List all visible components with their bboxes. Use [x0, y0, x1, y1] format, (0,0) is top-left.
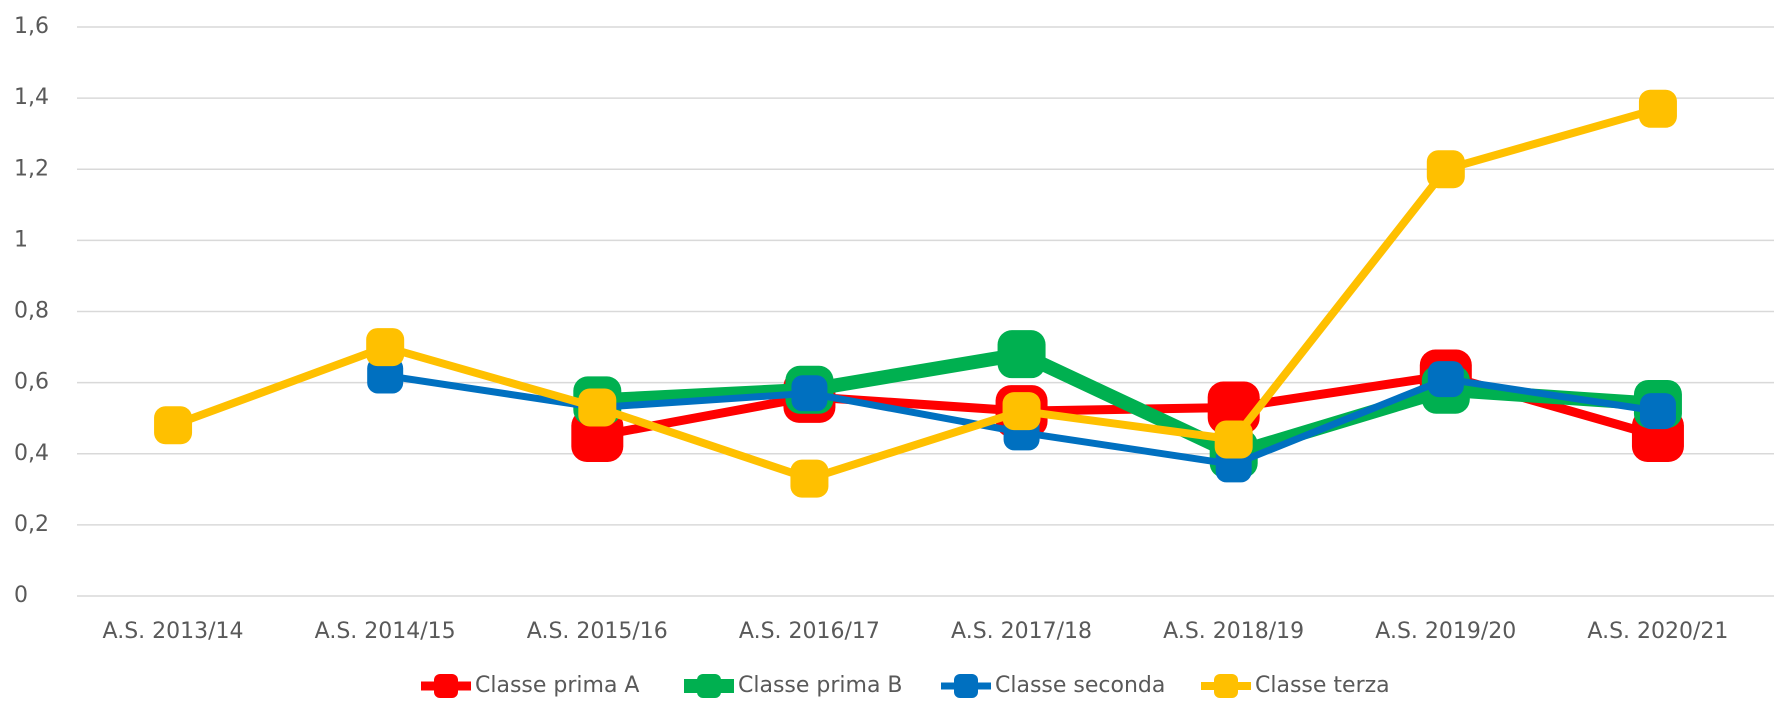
legend-label: Classe seconda: [995, 673, 1165, 698]
marker: [1426, 150, 1465, 189]
x-tick-label: A.S. 2014/15: [315, 619, 456, 644]
legend-label: Classe prima B: [738, 673, 903, 698]
y-tick-label: 0,2: [14, 512, 49, 537]
marker: [1639, 393, 1676, 430]
series-line: [596, 347, 1659, 461]
x-tick-label: A.S. 2016/17: [739, 619, 880, 644]
y-tick-label: 1,4: [14, 85, 49, 110]
x-tick-label: A.S. 2013/14: [103, 619, 244, 644]
x-tick-label: A.S. 2020/21: [1587, 619, 1728, 644]
marker: [790, 459, 829, 498]
marker: [791, 375, 828, 412]
y-tick-label: 0,8: [14, 299, 49, 324]
marker: [154, 406, 193, 445]
marker: [367, 357, 404, 394]
marker: [1214, 420, 1253, 459]
marker: [1638, 89, 1677, 128]
y-tick-label: 1,6: [14, 14, 49, 39]
legend-marker: [954, 674, 978, 698]
y-tick-label: 0: [14, 583, 28, 608]
legend-label: Classe terza: [1255, 673, 1390, 698]
x-tick-label: A.S. 2015/16: [527, 619, 668, 644]
marker: [1002, 392, 1041, 431]
y-tick-label: 1: [14, 227, 28, 252]
x-tick-label: A.S. 2017/18: [951, 619, 1092, 644]
marker: [366, 328, 405, 367]
x-tick-label: A.S. 2018/19: [1163, 619, 1304, 644]
marker: [578, 388, 617, 427]
marker: [997, 330, 1046, 379]
legend-label: Classe prima A: [475, 673, 639, 698]
marker: [1427, 361, 1464, 398]
y-tick-label: 1,2: [14, 156, 49, 181]
x-tick-label: A.S. 2019/20: [1375, 619, 1516, 644]
series-line: [171, 104, 1660, 483]
legend-marker: [434, 674, 458, 698]
legend-marker: [1214, 674, 1238, 698]
y-tick-label: 0,4: [14, 441, 49, 466]
legend-marker: [697, 674, 721, 698]
y-tick-label: 0,6: [14, 370, 49, 395]
